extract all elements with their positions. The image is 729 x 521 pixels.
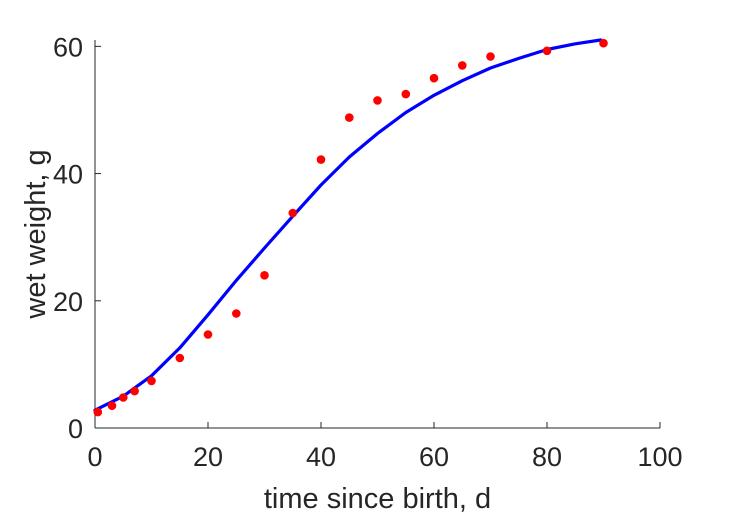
y-tick-label: 60 [53,32,83,62]
data-point [288,208,298,218]
x-tick-label: 100 [637,442,682,472]
data-point [458,61,467,70]
y-ticks: 0 20 40 60 [53,32,101,444]
data-point [119,393,128,402]
data-point [345,113,354,122]
data-point [130,386,139,396]
y-axis-label: wet weight, g [20,149,52,319]
data-point [147,376,156,386]
x-tick-label: 0 [87,442,102,472]
data-point [232,309,241,318]
data-point [542,46,552,56]
axes: 0 20 40 60 80 100 0 20 40 60 [53,32,683,472]
data-point [107,401,117,411]
series-layer [93,38,608,417]
x-tick-label: 40 [306,442,336,472]
data-point [316,155,326,164]
x-tick-label: 20 [193,442,223,472]
y-tick-label: 20 [53,287,83,317]
x-tick-label: 80 [532,442,562,472]
y-tick-label: 40 [53,160,83,190]
data-point [260,271,269,280]
data-point [401,89,411,99]
data-point [373,96,382,105]
y-tick-label: 0 [68,414,83,444]
x-axis-label: time since birth, d [264,483,491,515]
data-point [486,52,495,61]
data-point [175,353,185,363]
data-point [429,73,439,83]
data-point [93,407,103,417]
data-point [203,330,213,339]
data-point [599,38,608,48]
x-ticks: 0 20 40 60 80 100 [87,422,683,472]
x-tick-label: 60 [419,442,449,472]
model-curve-line [93,38,603,412]
